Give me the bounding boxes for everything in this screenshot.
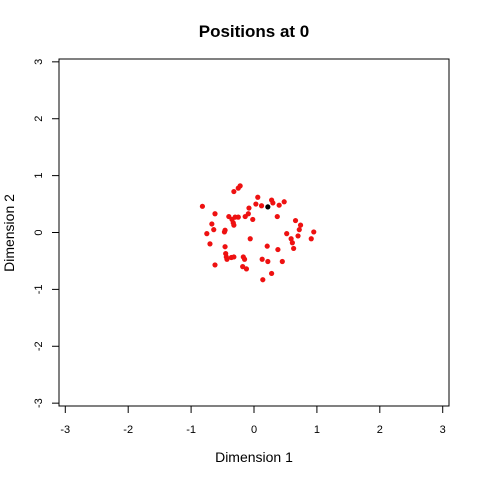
data-points bbox=[199, 183, 317, 283]
data-point bbox=[235, 185, 241, 191]
y-tick-label: -3 bbox=[33, 398, 45, 408]
data-point bbox=[212, 262, 218, 268]
x-axis-title: Dimension 1 bbox=[215, 449, 293, 465]
data-point bbox=[231, 188, 237, 195]
data-point bbox=[259, 256, 265, 262]
data-point bbox=[284, 231, 290, 237]
highlighted-point bbox=[265, 204, 271, 210]
data-point bbox=[264, 243, 270, 249]
data-point bbox=[245, 211, 251, 217]
data-point bbox=[295, 233, 301, 239]
data-point bbox=[240, 264, 246, 270]
x-tick-label: -3 bbox=[60, 424, 70, 436]
data-point bbox=[260, 277, 266, 283]
data-point bbox=[204, 231, 210, 237]
data-point bbox=[289, 240, 295, 246]
x-tick-label: 3 bbox=[440, 424, 446, 436]
data-point bbox=[265, 258, 271, 265]
data-point bbox=[211, 227, 217, 233]
data-point bbox=[255, 194, 261, 200]
y-tick-label: -1 bbox=[33, 284, 45, 294]
data-point bbox=[230, 220, 236, 226]
data-point bbox=[274, 213, 280, 220]
data-point bbox=[241, 256, 248, 262]
x-axis: -3 -2 -1 0 1 2 3 bbox=[60, 406, 446, 436]
data-point bbox=[270, 200, 276, 206]
data-point bbox=[276, 202, 282, 208]
data-point bbox=[247, 236, 253, 242]
data-point bbox=[311, 229, 317, 235]
x-tick-label: -2 bbox=[123, 424, 133, 436]
data-point bbox=[231, 254, 237, 260]
data-point bbox=[224, 256, 230, 262]
y-tick-label: 0 bbox=[33, 229, 45, 235]
data-point bbox=[275, 246, 281, 253]
data-point bbox=[207, 241, 213, 247]
data-point bbox=[222, 244, 228, 250]
data-point bbox=[212, 211, 218, 217]
y-tick-label: 3 bbox=[33, 59, 45, 65]
data-point bbox=[258, 203, 265, 209]
y-axis-title: Dimension 2 bbox=[1, 194, 17, 272]
data-point bbox=[281, 199, 287, 205]
plot-frame bbox=[58, 58, 450, 407]
x-tick-label: 1 bbox=[314, 424, 320, 436]
chart-title: Positions at 0 bbox=[199, 22, 310, 41]
data-point bbox=[235, 214, 241, 220]
data-point bbox=[246, 205, 252, 211]
x-tick-label: 2 bbox=[377, 424, 383, 436]
x-tick-label: 0 bbox=[251, 424, 257, 436]
y-tick-label: 1 bbox=[33, 173, 45, 179]
data-point bbox=[209, 221, 215, 227]
data-point bbox=[250, 216, 256, 223]
data-point bbox=[269, 270, 275, 277]
data-point bbox=[222, 227, 228, 233]
data-point bbox=[199, 203, 206, 209]
data-point bbox=[308, 236, 314, 242]
data-point bbox=[292, 217, 299, 224]
data-point bbox=[253, 201, 259, 207]
data-point bbox=[296, 227, 302, 233]
data-point bbox=[291, 245, 297, 252]
y-tick-label: 2 bbox=[33, 116, 45, 122]
y-axis: -3 -2 -1 0 1 2 3 bbox=[33, 59, 59, 408]
x-tick-label: -1 bbox=[186, 424, 196, 436]
data-point bbox=[279, 258, 285, 265]
y-tick-label: -2 bbox=[33, 341, 45, 351]
data-point bbox=[297, 222, 304, 228]
data-point bbox=[243, 266, 250, 272]
data-point bbox=[288, 236, 294, 242]
